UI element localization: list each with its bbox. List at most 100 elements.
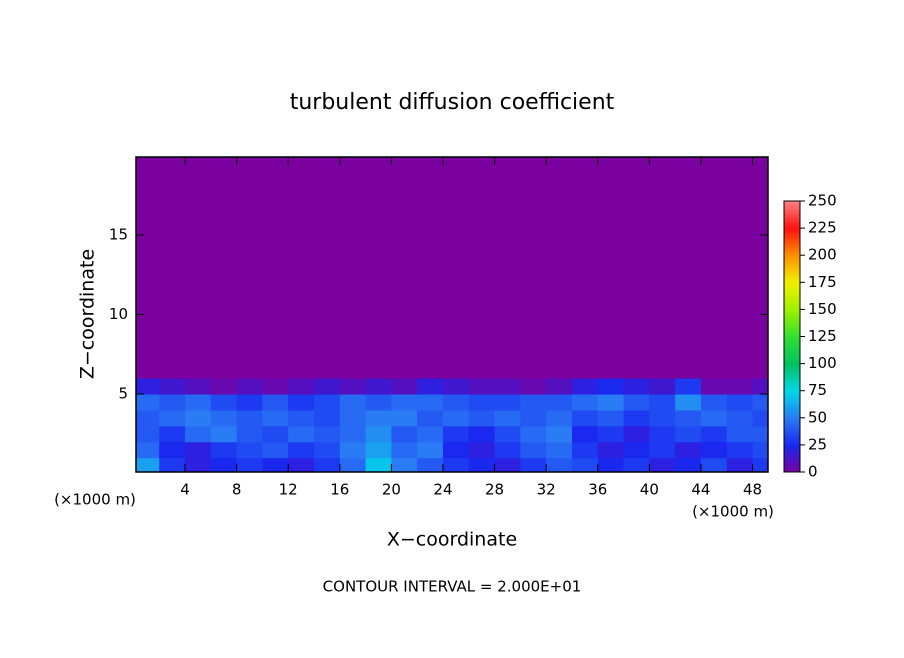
colorbar-segment: [784, 420, 800, 424]
colorbar-segment: [784, 285, 800, 289]
colorbar-segment: [784, 333, 800, 337]
heat-cell: [623, 394, 650, 411]
heat-cell: [571, 378, 599, 395]
heat-cell: [571, 394, 599, 411]
colorbar-segment: [784, 453, 800, 457]
heat-cell: [159, 409, 186, 427]
heat-cell: [136, 457, 160, 472]
heat-cell: [262, 457, 289, 472]
heat-cell: [675, 425, 702, 443]
heat-cell: [494, 409, 521, 427]
heat-cell: [700, 394, 728, 411]
heat-cell: [210, 457, 238, 472]
colorbar-tick-label: 250: [808, 192, 837, 210]
colorbar-segment: [784, 225, 800, 229]
heat-cell: [136, 157, 160, 379]
colorbar-segment: [784, 290, 800, 294]
heat-cell: [546, 409, 573, 427]
heat-cell: [136, 425, 160, 443]
heat-cell: [494, 425, 521, 443]
colorbar-segment: [784, 274, 800, 278]
heat-cell: [262, 441, 289, 459]
colorbar-segment: [784, 447, 800, 451]
colorbar-segment: [784, 466, 800, 470]
colorbar-segment: [784, 222, 800, 226]
colorbar-segment: [784, 238, 800, 243]
colorbar-segment: [784, 298, 800, 302]
heat-cell: [597, 394, 625, 411]
x-axis-label: X−coordinate: [387, 529, 517, 551]
colorbar-segment: [784, 412, 800, 416]
colorbar-segment: [784, 425, 800, 430]
colorbar-segment: [784, 325, 800, 329]
colorbar-segment: [784, 385, 800, 389]
heat-cell: [571, 157, 599, 379]
colorbar-segment: [784, 336, 800, 340]
heat-cell: [313, 457, 341, 472]
heat-cell: [752, 457, 768, 472]
heat-cell: [313, 409, 341, 427]
heat-cell: [210, 425, 238, 443]
colorbar-segment: [784, 320, 800, 324]
heat-cell: [288, 425, 315, 443]
heat-cell: [391, 394, 418, 411]
heat-cell: [339, 409, 367, 427]
heat-cell: [288, 457, 315, 472]
colorbar-tick-label: 0: [808, 463, 818, 481]
heat-cell: [468, 425, 496, 443]
colorbar-segment: [784, 293, 800, 297]
colorbar-tick-label: 225: [808, 219, 837, 237]
heat-cell: [339, 157, 367, 379]
x-tick-label: 36: [588, 481, 607, 499]
heat-cell: [236, 378, 263, 395]
heat-cell: [391, 409, 418, 427]
heat-cell: [546, 394, 573, 411]
colorbar-segment: [784, 252, 800, 256]
colorbar-segment: [784, 371, 800, 375]
heat-cell: [726, 394, 754, 411]
heat-cell: [288, 378, 315, 395]
heat-cell: [262, 425, 289, 443]
colorbar-segment: [784, 423, 800, 427]
colorbar-tick-label: 75: [808, 381, 827, 399]
x-tick-label: 32: [537, 481, 556, 499]
heat-cell: [313, 157, 341, 379]
colorbar-segment: [784, 431, 800, 435]
colorbar-segment: [784, 382, 800, 386]
heat-cell: [649, 378, 676, 395]
heat-cell: [726, 157, 754, 379]
heat-cell: [649, 457, 676, 472]
heat-cell: [313, 378, 341, 395]
x-tick-label: 48: [743, 481, 762, 499]
heat-cell: [726, 441, 754, 459]
colorbar-segment: [784, 303, 800, 308]
heat-cell: [236, 409, 263, 427]
heat-cell: [365, 394, 392, 411]
colorbar-segment: [784, 355, 800, 359]
x-unit: (×1000 m): [692, 503, 774, 521]
heat-cell: [700, 425, 728, 443]
heat-cell: [520, 457, 547, 472]
heat-cell: [417, 409, 444, 427]
colorbar-tick-label: 175: [808, 273, 837, 291]
heat-cell: [468, 457, 496, 472]
heat-cell: [262, 378, 289, 395]
heat-cell: [520, 394, 547, 411]
colorbar-segment: [784, 233, 800, 237]
heat-cell: [313, 394, 341, 411]
heat-cell: [700, 157, 728, 379]
colorbar-segment: [784, 442, 800, 446]
heat-cell: [442, 409, 470, 427]
heat-cell: [288, 157, 315, 379]
heat-cell: [185, 394, 212, 411]
heat-cell: [520, 409, 547, 427]
heat-cell: [159, 425, 186, 443]
colorbar-segment: [784, 211, 800, 216]
heat-cell: [571, 409, 599, 427]
colorbar-segment: [784, 268, 800, 272]
heat-cell: [417, 441, 444, 459]
colorbar-segment: [784, 287, 800, 291]
colorbar-tick-label: 125: [808, 327, 837, 345]
colorbar-segment: [784, 358, 800, 362]
colorbar-segment: [784, 387, 800, 392]
